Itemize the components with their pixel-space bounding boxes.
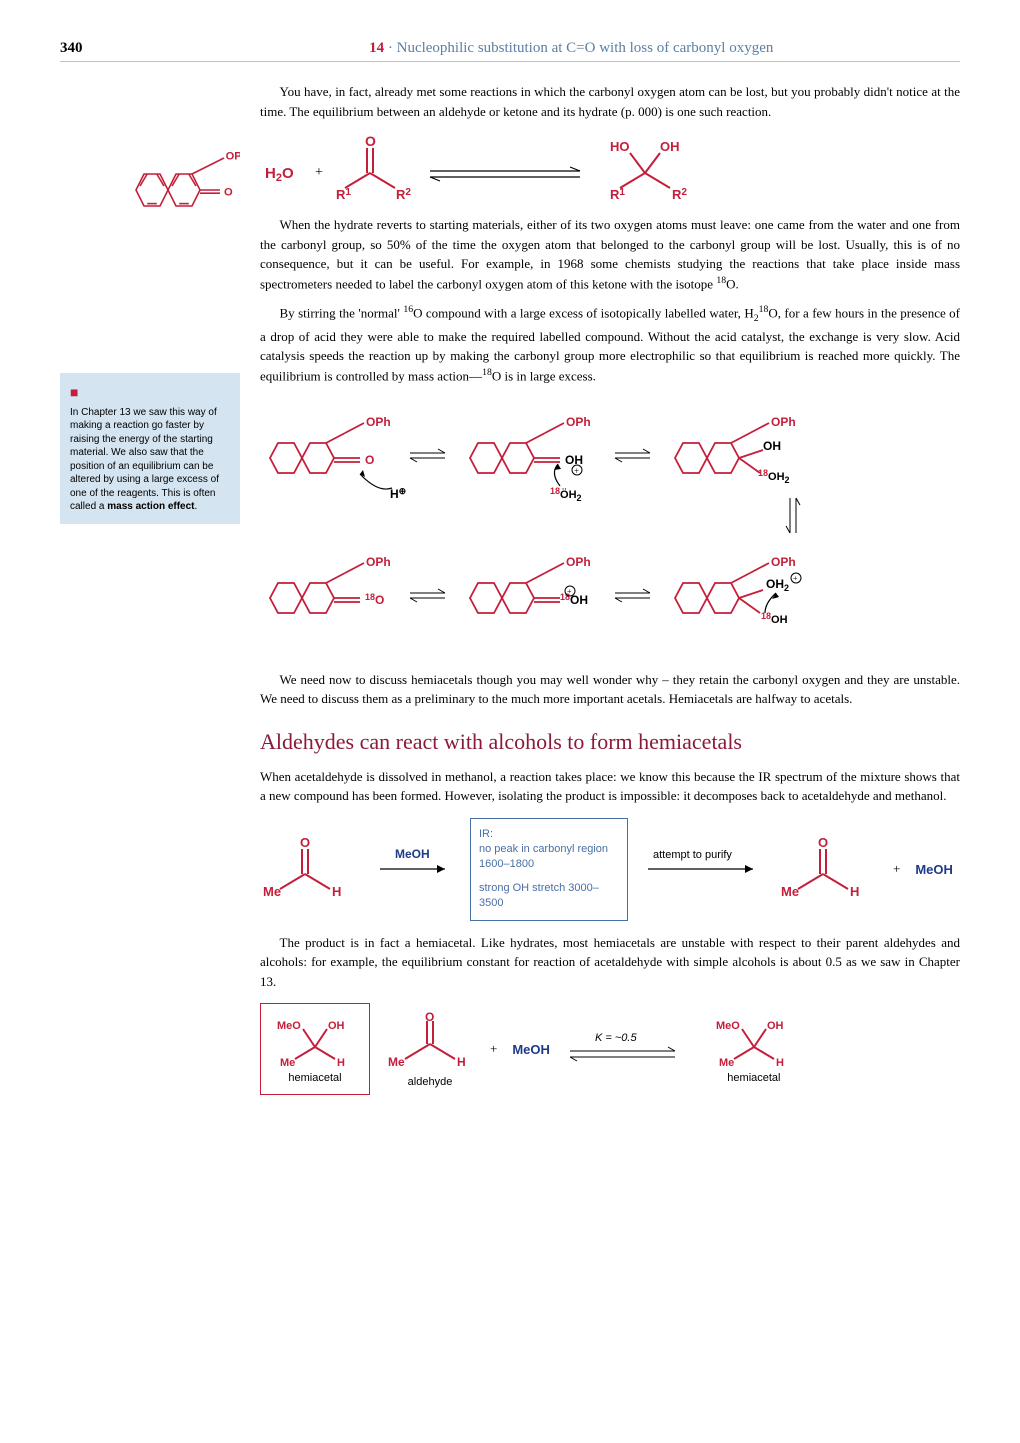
svg-text:OPh: OPh — [771, 555, 796, 569]
o-label: O — [224, 187, 233, 199]
svg-text:OPh: OPh — [366, 555, 391, 569]
ir-title: IR: — [479, 827, 619, 842]
svg-text:O: O — [365, 133, 376, 149]
para2: When the hydrate reverts to starting mat… — [260, 215, 960, 293]
svg-text:O: O — [425, 1011, 434, 1024]
section-heading: Aldehydes can react with alcohols to for… — [260, 729, 960, 755]
equil-arrow: K = ~0.5 — [565, 1029, 685, 1069]
svg-text:OH: OH — [763, 439, 781, 453]
acetaldehyde-struct-2: O Me H — [778, 834, 878, 904]
isotope-mechanism-scheme: OPh O H⊕ OPh OH + 18ÖH2 — [260, 398, 960, 658]
svg-text:MeO: MeO — [716, 1020, 740, 1032]
sidebar-note: ■ In Chapter 13 we saw this way of makin… — [60, 373, 240, 524]
page-header: 340 14 · Nucleophilic substitution at C=… — [60, 40, 960, 62]
sidebar-note-text: In Chapter 13 we saw this way of making … — [70, 407, 219, 513]
svg-text:OPh: OPh — [566, 555, 591, 569]
svg-text:MeOH: MeOH — [395, 847, 430, 861]
svg-text:H⊕: H⊕ — [390, 486, 406, 501]
svg-text:Me: Me — [388, 1055, 405, 1069]
hemiacetal-box-left: MeO OH Me H hemiacetal — [260, 1003, 370, 1095]
svg-text:HO: HO — [610, 139, 630, 154]
svg-text:OH2: OH2 — [766, 577, 789, 593]
svg-text:+: + — [574, 466, 579, 476]
acetaldehyde-methanol-scheme: O Me H MeOH IR: no peak in carbonyl regi… — [260, 818, 960, 921]
svg-text:Me: Me — [781, 884, 799, 899]
svg-text:+: + — [793, 574, 798, 583]
naphthalene-ketone-icon: OPh O — [120, 142, 240, 238]
svg-text:H: H — [457, 1055, 466, 1069]
svg-text:MeO: MeO — [277, 1020, 301, 1032]
svg-text:K = ~0.5: K = ~0.5 — [595, 1032, 637, 1044]
hemiacetal-label-2: hemiacetal — [714, 1072, 794, 1084]
para5: When acetaldehyde is dissolved in methan… — [260, 767, 960, 806]
svg-text:Me: Me — [280, 1057, 295, 1069]
svg-text:H: H — [850, 884, 859, 899]
para4: We need now to discuss hemiacetals thoug… — [260, 670, 960, 709]
plus2: + — [490, 1041, 497, 1057]
ir-line1: no peak in carbonyl region 1600–1800 — [479, 842, 619, 873]
page-number: 340 — [60, 40, 83, 57]
svg-text:OH: OH — [767, 1020, 784, 1032]
sidebar-note-bold: mass action effect — [107, 501, 194, 512]
para3: By stirring the 'normal' 16O compound wi… — [260, 303, 960, 385]
svg-text:+: + — [567, 587, 572, 596]
aldehyde-label: aldehyde — [385, 1076, 475, 1088]
svg-text:H: H — [332, 884, 341, 899]
chapter-sep: · — [384, 40, 397, 56]
hydrate-equilibrium-scheme: H2O + O R1 R2 — [260, 133, 960, 203]
svg-text:18ÖH2: 18ÖH2 — [550, 486, 582, 503]
svg-text:18O: 18O — [365, 592, 384, 607]
svg-text:OPh: OPh — [566, 415, 591, 429]
svg-text:R1: R1 — [336, 187, 351, 202]
svg-text:18OH2: 18OH2 — [758, 468, 790, 485]
oph-label: OPh — [226, 151, 240, 163]
svg-text:Me: Me — [719, 1057, 734, 1069]
para6: The product is in fact a hemiacetal. Lik… — [260, 933, 960, 992]
para1: You have, in fact, already met some reac… — [260, 82, 960, 121]
svg-text:+: + — [315, 165, 323, 180]
sidebar: OPh O ■ In Chapter 13 we saw this way of… — [60, 82, 240, 1107]
svg-text:OH: OH — [660, 139, 680, 154]
ir-line2: strong OH stretch 3000–3500 — [479, 881, 619, 912]
ir-box: IR: no peak in carbonyl region 1600–1800… — [470, 818, 628, 921]
content: You have, in fact, already met some reac… — [260, 82, 960, 1107]
hemiacetal-equilibrium-scheme: MeO OH Me H hemiacetal O Me — [260, 1003, 960, 1095]
meoh-label-2: MeOH — [512, 1042, 550, 1057]
svg-text:Me: Me — [263, 884, 281, 899]
aldehyde-center: O Me H aldehyde — [385, 1011, 475, 1088]
sidebar-structure: OPh O — [60, 142, 240, 243]
purify-arrow: attempt to purify — [643, 844, 763, 894]
main-layout: OPh O ■ In Chapter 13 we saw this way of… — [60, 82, 960, 1107]
svg-text:OPh: OPh — [771, 415, 796, 429]
svg-text:H: H — [337, 1057, 345, 1069]
hemiacetal-label: hemiacetal — [275, 1072, 355, 1084]
svg-text:H: H — [776, 1057, 784, 1069]
sidebar-note-end: . — [195, 501, 198, 512]
chapter-num: 14 — [369, 40, 384, 56]
svg-text:OH: OH — [565, 453, 583, 467]
svg-text:OH: OH — [328, 1020, 345, 1032]
svg-text:O: O — [365, 453, 374, 467]
svg-text:O: O — [818, 835, 828, 850]
chapter-text: Nucleophilic substitution at C=O with lo… — [397, 40, 774, 56]
sidebar-marker-icon: ■ — [70, 383, 230, 402]
svg-text:18OH: 18OH — [761, 611, 788, 626]
svg-text:attempt to purify: attempt to purify — [653, 849, 732, 861]
meoh-arrow: MeOH — [375, 844, 455, 894]
svg-text:H2O: H2O — [265, 165, 294, 184]
svg-text:R1: R1 — [610, 187, 625, 202]
plus: + — [893, 861, 900, 877]
hemiacetal-right: MeO OH Me H hemiacetal — [700, 1004, 808, 1094]
svg-text:R2: R2 — [396, 187, 411, 202]
acetaldehyde-struct: O Me H — [260, 834, 360, 904]
svg-text:OPh: OPh — [366, 415, 391, 429]
chapter-title: 14 · Nucleophilic substitution at C=O wi… — [183, 40, 961, 57]
svg-text:R2: R2 — [672, 187, 687, 202]
svg-text:O: O — [300, 835, 310, 850]
meoh-label: MeOH — [915, 862, 953, 877]
